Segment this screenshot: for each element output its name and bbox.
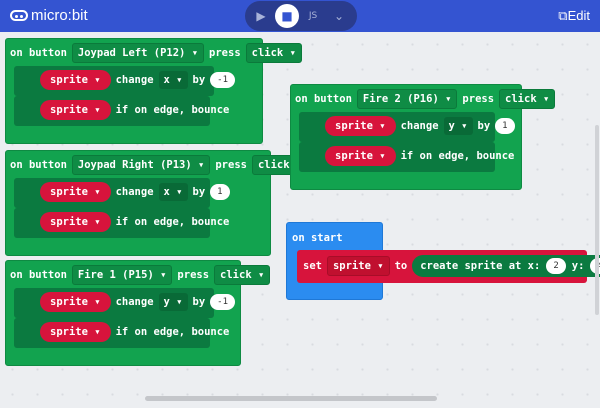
sprite-variable-dropdown[interactable]: sprite bbox=[40, 70, 111, 90]
sprite-variable-dropdown[interactable]: sprite bbox=[40, 292, 111, 312]
press-label: press bbox=[462, 93, 495, 105]
press-label: press bbox=[215, 159, 247, 171]
create-sprite-block[interactable]: create sprite at x:2y:4 bbox=[412, 255, 600, 277]
statement-row: sprite if on edge, bounce bbox=[325, 146, 514, 166]
create-sprite-label: create sprite at x: bbox=[420, 260, 541, 272]
editor-mode-toggle: ▶ ■ JS ⌄ bbox=[245, 1, 357, 31]
change-label: change bbox=[115, 296, 154, 308]
button-dropdown[interactable]: Fire 1 (P15) bbox=[71, 265, 173, 285]
statement-row: sprite changexby 1 bbox=[40, 182, 230, 202]
value-input[interactable]: -1 bbox=[210, 72, 236, 88]
bounce-label: if on edge, bounce bbox=[115, 326, 230, 338]
event-header: on button Joypad Left (P12) press click bbox=[10, 43, 302, 63]
logo-text: micro:bit bbox=[31, 7, 88, 24]
edit-button[interactable]: ⧉Edit bbox=[558, 8, 590, 24]
press-label: press bbox=[209, 47, 241, 59]
to-label: to bbox=[394, 260, 408, 272]
bounce-label: if on edge, bounce bbox=[115, 216, 230, 228]
by-label: by bbox=[192, 186, 206, 198]
axis-dropdown[interactable]: x bbox=[158, 183, 188, 201]
top-bar: micro:bit ▶ ■ JS ⌄ ⧉Edit bbox=[0, 0, 600, 32]
statement-row: sprite changexby -1 bbox=[40, 70, 236, 90]
external-edit-icon: ⧉ bbox=[558, 8, 568, 23]
action-dropdown[interactable]: click bbox=[245, 43, 302, 63]
blocks-icon[interactable]: ■ bbox=[275, 4, 299, 28]
value-input[interactable]: 1 bbox=[495, 118, 515, 134]
on-start-label: on start bbox=[292, 232, 343, 244]
sprite-variable-dropdown[interactable]: sprite bbox=[325, 146, 396, 166]
bounce-statement[interactable]: sprite if on edge, bounce bbox=[14, 318, 229, 348]
sprite-variable-dropdown[interactable]: sprite bbox=[40, 100, 111, 120]
event-label: on button bbox=[10, 269, 67, 281]
x-input[interactable]: 2 bbox=[546, 258, 566, 274]
vertical-scrollbar[interactable] bbox=[595, 125, 599, 315]
action-dropdown[interactable]: click bbox=[499, 89, 556, 109]
set-row: setspritetocreate sprite at x:2y:4 bbox=[303, 255, 600, 277]
change-label: change bbox=[400, 120, 439, 132]
bounce-label: if on edge, bounce bbox=[400, 150, 515, 162]
chevron-down-icon[interactable]: ⌄ bbox=[333, 9, 345, 23]
axis-dropdown[interactable]: x bbox=[158, 71, 188, 89]
change-statement[interactable]: sprite changexby -1 bbox=[14, 66, 236, 96]
bounce-statement[interactable]: sprite if on edge, bounce bbox=[14, 208, 229, 238]
bounce-label: if on edge, bounce bbox=[115, 104, 230, 116]
by-label: by bbox=[192, 296, 206, 308]
button-dropdown[interactable]: Joypad Left (P12) bbox=[71, 43, 205, 63]
axis-dropdown[interactable]: y bbox=[443, 117, 473, 135]
bounce-statement[interactable]: sprite if on edge, bounce bbox=[14, 96, 229, 126]
axis-dropdown[interactable]: y bbox=[158, 293, 188, 311]
change-label: change bbox=[115, 186, 154, 198]
button-dropdown[interactable]: Fire 2 (P16) bbox=[356, 89, 458, 109]
sprite-variable-dropdown[interactable]: sprite bbox=[40, 322, 111, 342]
sprite-variable-dropdown[interactable]: sprite bbox=[40, 212, 111, 232]
on-button-event-block[interactable]: on button Fire 2 (P16) press click sprite cha… bbox=[290, 84, 556, 190]
by-label: by bbox=[477, 120, 491, 132]
event-header: on button Fire 1 (P15) press click bbox=[10, 265, 271, 285]
sprite-variable-dropdown[interactable]: sprite bbox=[326, 256, 390, 276]
press-label: press bbox=[177, 269, 210, 281]
on-button-event-block[interactable]: on button Fire 1 (P15) press click sprite cha… bbox=[5, 260, 271, 366]
horizontal-scrollbar[interactable] bbox=[145, 396, 437, 401]
statement-row: sprite changeyby 1 bbox=[325, 116, 515, 136]
sprite-variable-dropdown[interactable]: sprite bbox=[325, 116, 396, 136]
microbit-icon bbox=[10, 10, 28, 21]
event-header: on button Fire 2 (P16) press click bbox=[295, 89, 556, 109]
set-label: set bbox=[303, 260, 322, 272]
change-statement[interactable]: sprite changexby 1 bbox=[14, 178, 230, 208]
edit-label: Edit bbox=[567, 8, 590, 23]
statement-row: sprite if on edge, bounce bbox=[40, 322, 229, 342]
by-label: by bbox=[192, 74, 206, 86]
sprite-variable-dropdown[interactable]: sprite bbox=[40, 182, 111, 202]
statement-row: sprite if on edge, bounce bbox=[40, 100, 229, 120]
event-label: on button bbox=[10, 159, 67, 171]
y-label: y: bbox=[571, 260, 585, 272]
bounce-statement[interactable]: sprite if on edge, bounce bbox=[299, 142, 514, 172]
statement-row: sprite changeyby -1 bbox=[40, 292, 236, 312]
set-sprite-statement[interactable]: setspritetocreate sprite at x:2y:4 bbox=[297, 250, 600, 283]
change-label: change bbox=[115, 74, 154, 86]
change-statement[interactable]: sprite changeyby 1 bbox=[299, 112, 515, 142]
action-dropdown[interactable]: click bbox=[214, 265, 271, 285]
button-dropdown[interactable]: Joypad Right (P13) bbox=[71, 155, 211, 175]
play-icon[interactable]: ▶ bbox=[256, 9, 266, 23]
statement-row: sprite if on edge, bounce bbox=[40, 212, 229, 232]
change-statement[interactable]: sprite changeyby -1 bbox=[14, 288, 236, 318]
value-input[interactable]: 1 bbox=[210, 184, 230, 200]
javascript-icon[interactable]: JS bbox=[308, 11, 318, 21]
event-label: on button bbox=[295, 93, 352, 105]
on-button-event-block[interactable]: on button Joypad Left (P12) press click spri… bbox=[5, 38, 302, 144]
event-label: on button bbox=[10, 47, 67, 59]
value-input[interactable]: -1 bbox=[210, 294, 236, 310]
microbit-logo[interactable]: micro:bit bbox=[10, 7, 88, 24]
